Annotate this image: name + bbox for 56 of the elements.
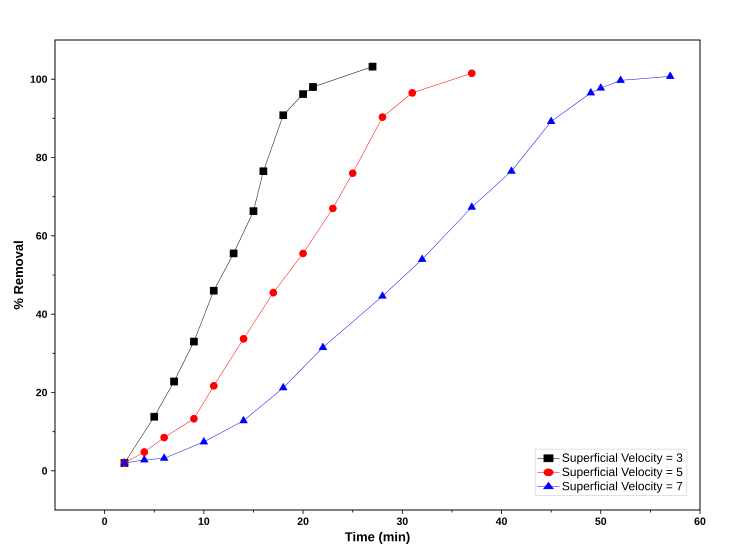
point xyxy=(150,412,158,421)
point xyxy=(468,202,476,210)
point xyxy=(210,382,218,390)
point xyxy=(378,113,386,122)
x-tick-label: 0 xyxy=(102,518,108,525)
point xyxy=(279,383,288,390)
y-tick-label: 0 xyxy=(42,467,48,475)
point xyxy=(299,250,307,258)
legend-label: Superficial Velocity = 3 xyxy=(562,453,682,464)
x-tick-label: 60 xyxy=(694,518,706,525)
point xyxy=(586,88,595,96)
x-tick-label: 10 xyxy=(198,518,210,525)
legend-label: Superficial Velocity = 7 xyxy=(562,482,682,493)
point xyxy=(160,454,168,461)
point xyxy=(408,89,416,97)
point xyxy=(666,72,674,79)
point xyxy=(596,83,605,91)
point xyxy=(279,111,288,120)
point xyxy=(140,455,148,462)
point xyxy=(318,342,328,350)
point xyxy=(328,204,337,212)
point xyxy=(210,286,218,295)
x-tick-label: 30 xyxy=(396,518,408,525)
point xyxy=(190,338,198,346)
x-tick-label: 50 xyxy=(595,518,606,525)
point xyxy=(299,90,307,98)
y-tick-label: 60 xyxy=(36,232,48,240)
point xyxy=(160,434,168,442)
point xyxy=(200,437,208,444)
point xyxy=(190,414,198,423)
point xyxy=(170,378,178,386)
point xyxy=(378,291,387,299)
x-axis-title: Time (min) xyxy=(344,532,410,544)
point xyxy=(240,334,248,343)
y-tick-label: 40 xyxy=(36,310,48,318)
point xyxy=(547,116,556,124)
y-axis-title: % Removal xyxy=(14,241,24,310)
point xyxy=(368,62,376,70)
point xyxy=(250,207,258,216)
point xyxy=(616,76,625,83)
point xyxy=(348,169,357,178)
point xyxy=(269,288,278,296)
legend-label: Superficial Velocity = 5 xyxy=(562,467,682,478)
point xyxy=(468,69,476,78)
point xyxy=(260,167,268,176)
y-tick-label: 80 xyxy=(36,154,48,162)
point xyxy=(418,254,426,262)
point xyxy=(309,83,317,91)
x-tick-label: 40 xyxy=(496,518,507,525)
y-tick-label: 100 xyxy=(30,75,48,83)
point xyxy=(507,166,516,174)
point xyxy=(140,448,148,456)
point xyxy=(230,250,238,258)
x-tick-label: 20 xyxy=(298,518,308,525)
point xyxy=(239,416,248,424)
y-tick-label: 20 xyxy=(36,388,48,396)
